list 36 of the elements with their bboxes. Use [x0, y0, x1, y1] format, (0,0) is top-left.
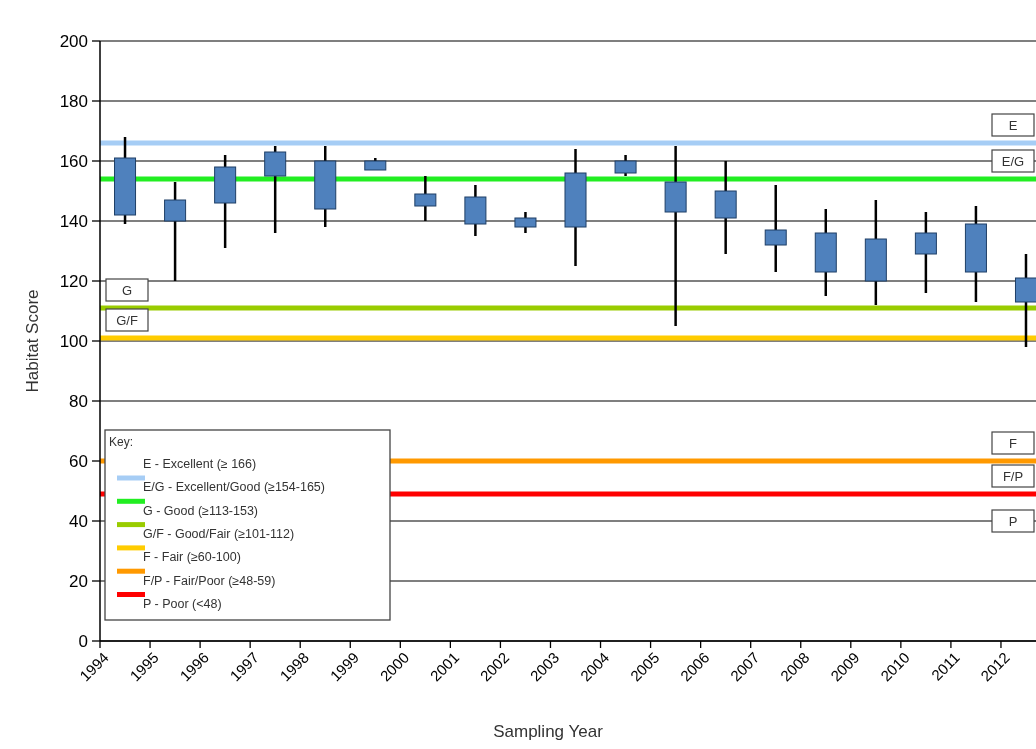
candlestick — [264, 144, 287, 235]
y-tick-label: 60 — [69, 451, 88, 471]
annotation: G — [121, 282, 133, 298]
annotation: P — [1008, 513, 1018, 529]
y-tick-label: 200 — [59, 31, 88, 51]
candlestick — [614, 153, 637, 178]
y-axis-title: Habitat Score — [23, 289, 42, 393]
candlestick — [164, 180, 187, 283]
annotation: G - Good (≥113-153) — [143, 503, 259, 518]
annotation: G/F - Good/Fair (≥101-112) — [143, 526, 295, 541]
annotation: F/P — [1002, 468, 1024, 484]
candlestick — [764, 183, 787, 274]
y-tick-label: 20 — [69, 571, 88, 591]
candlestick — [414, 174, 437, 223]
candlestick — [1014, 252, 1036, 349]
y-tick-label: 120 — [59, 271, 88, 291]
x-axis-title: Sampling Year — [493, 722, 604, 741]
y-tick-label: 160 — [59, 151, 88, 171]
legend-title: Key: — [109, 435, 134, 449]
annotation: P - Poor (<48) — [143, 596, 222, 611]
y-tick-label: 80 — [69, 391, 88, 411]
annotation: G/F — [116, 312, 138, 328]
annotation: F — [1009, 435, 1018, 451]
candlestick — [914, 210, 937, 295]
y-tick-label: 0 — [78, 631, 88, 651]
y-tick-label: 140 — [59, 211, 88, 231]
annotation: E/G - Excellent/Good (≥154-165) — [143, 480, 325, 495]
y-tick-label: 100 — [59, 331, 88, 351]
y-tick-label: 180 — [59, 91, 88, 111]
annotation: E — [1008, 117, 1018, 133]
annotation: F/P - Fair/Poor (≥48-59) — [143, 573, 276, 588]
annotation: E - Excellent (≥ 166) — [143, 457, 257, 471]
y-tick-label: 40 — [69, 511, 88, 531]
annotation: F - Fair (≥60-100) — [143, 550, 241, 565]
candlestick — [514, 210, 537, 235]
annotation: E/G — [1001, 153, 1025, 169]
